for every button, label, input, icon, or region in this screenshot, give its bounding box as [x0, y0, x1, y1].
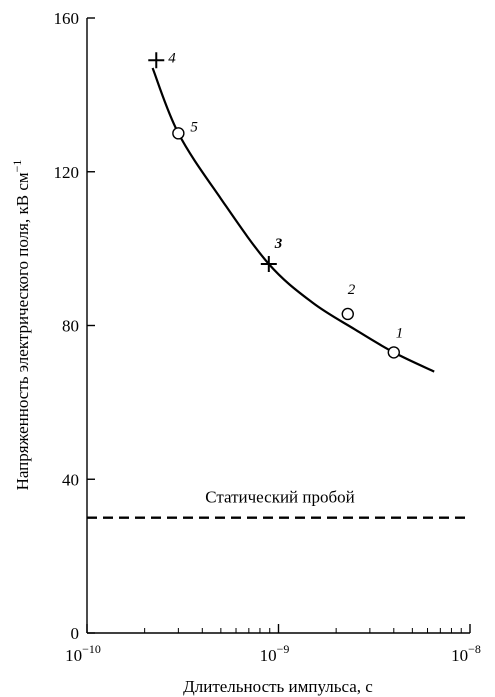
data-point-label: 1: [396, 325, 404, 341]
data-point-circle: [172, 127, 185, 140]
y-tick-label: 160: [54, 9, 80, 28]
y-tick-label: 80: [62, 317, 79, 336]
x-tick-exponent: −10: [82, 642, 101, 656]
x-tick-label: 10−8: [451, 642, 481, 665]
y-axis-title-text: Напряженность электрического поля, кВ см: [13, 172, 32, 490]
x-axis-ticks: 10−10 10−9 10−8: [65, 624, 481, 665]
data-point-label: 5: [190, 119, 198, 135]
x-axis-title: Длительность импульса, с: [183, 677, 373, 696]
data-point-plus: [260, 256, 277, 272]
data-point-plus: [148, 52, 165, 69]
x-tick-base: 10: [260, 646, 277, 665]
data-point-label: 3: [274, 236, 283, 252]
data-point-circle: [387, 346, 400, 359]
x-tick-label: 10−9: [260, 642, 290, 665]
static-breakdown-label: Статический пробой: [205, 488, 355, 507]
y-axis-title-exponent: −1: [10, 160, 24, 173]
y-tick-label: 0: [71, 624, 80, 643]
static-breakdown-line-group: Статический пробой: [87, 488, 470, 519]
data-point-label: 4: [168, 50, 176, 66]
data-point-label: 2: [348, 282, 356, 298]
y-tick-label: 120: [54, 163, 80, 182]
x-tick-exponent: −8: [468, 642, 481, 656]
y-axis-ticks: 0 40 80 120 160: [54, 9, 95, 643]
x-tick-base: 10: [65, 646, 82, 665]
x-tick-label: 10−10: [65, 642, 101, 665]
x-tick-base: 10: [451, 646, 468, 665]
plot-frame: [86, 18, 470, 634]
x-tick-exponent: −9: [277, 642, 290, 656]
y-tick-label: 40: [62, 470, 79, 489]
data-points: 1 2 3 4 5: [148, 50, 404, 359]
fit-curve: [151, 67, 435, 373]
data-point-circle: [341, 307, 354, 321]
y-axis-title: Напряженность электрического поля, кВ см…: [10, 160, 32, 491]
